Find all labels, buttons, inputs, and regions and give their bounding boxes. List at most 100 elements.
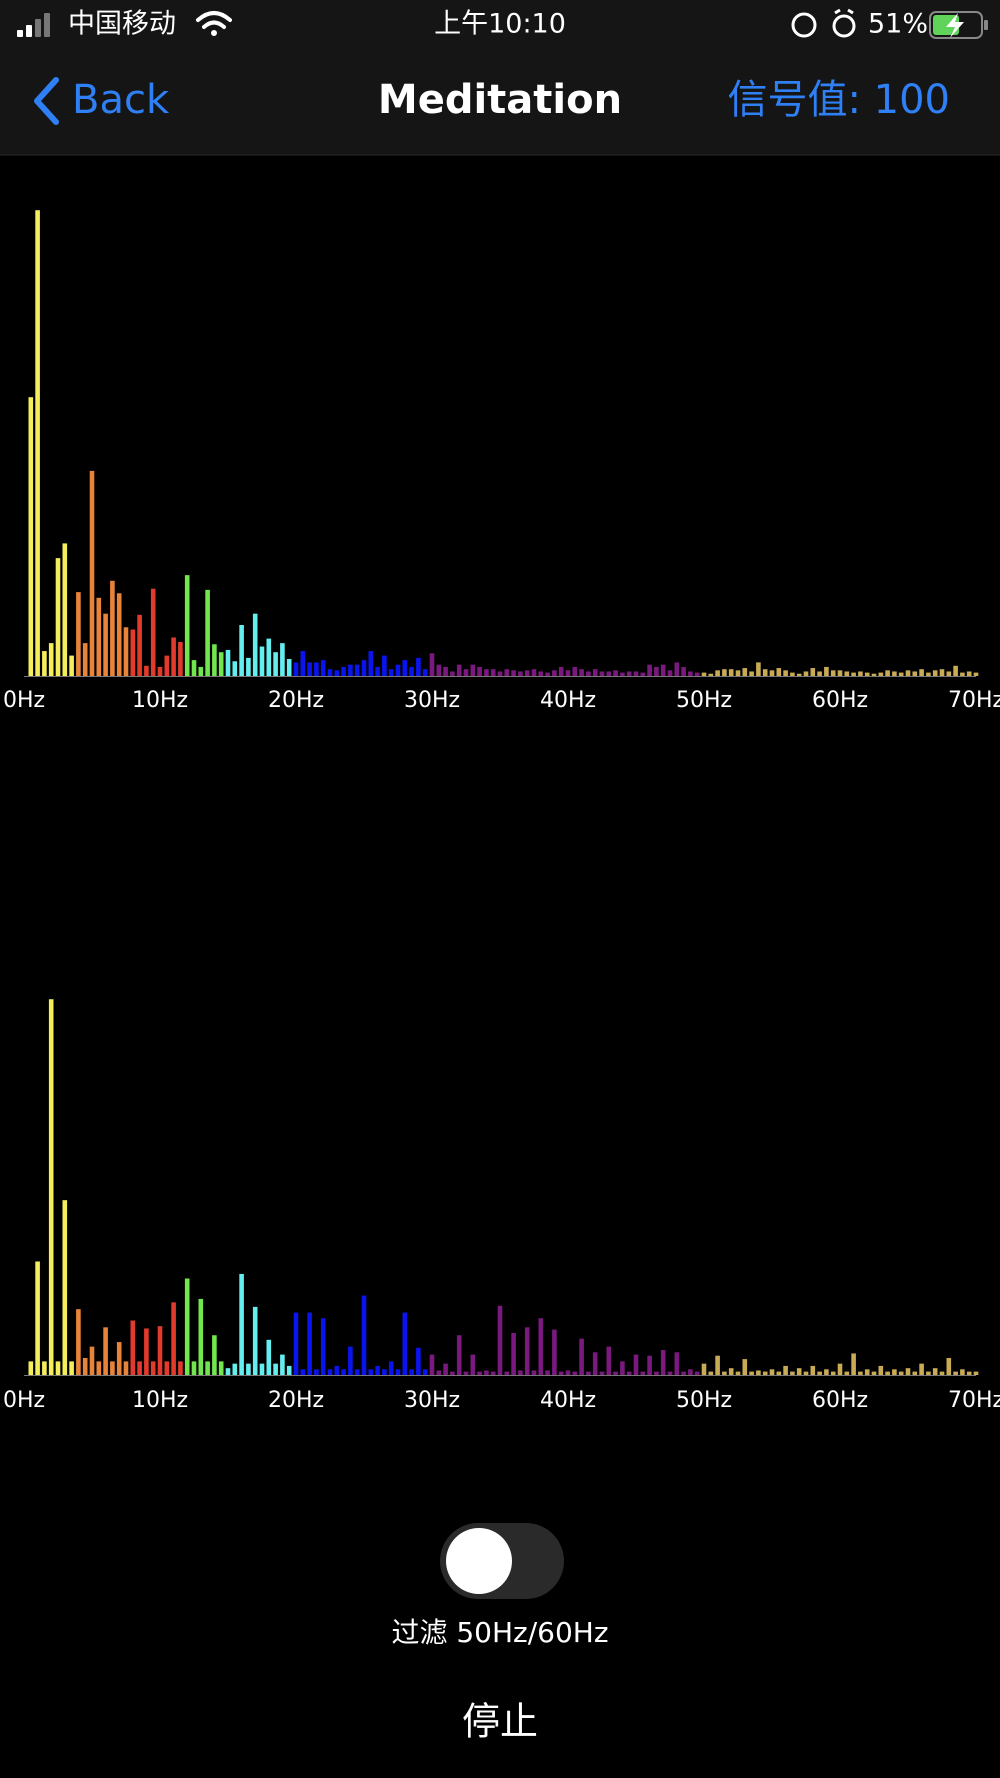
bar bbox=[48, 643, 54, 676]
bar bbox=[320, 1318, 326, 1375]
bar bbox=[171, 1302, 176, 1375]
bar bbox=[572, 666, 578, 676]
bar bbox=[756, 1370, 761, 1375]
x-tick-label: 0Hz bbox=[3, 688, 45, 713]
bar bbox=[361, 1295, 367, 1375]
bar bbox=[905, 670, 911, 676]
x-tick-label: 70Hz bbox=[948, 688, 1000, 713]
bar bbox=[898, 672, 904, 676]
bar bbox=[599, 1371, 605, 1375]
bar bbox=[266, 638, 272, 676]
bar bbox=[212, 644, 217, 676]
bar bbox=[436, 1370, 442, 1375]
bar bbox=[497, 671, 503, 676]
bar bbox=[327, 669, 333, 676]
bar bbox=[55, 1361, 61, 1375]
bar bbox=[837, 670, 843, 676]
bar bbox=[443, 1363, 448, 1375]
bar bbox=[783, 1365, 788, 1375]
x-tick-label: 50Hz bbox=[676, 688, 732, 713]
bar bbox=[565, 1370, 571, 1375]
bar bbox=[796, 673, 802, 676]
bar bbox=[89, 1346, 95, 1375]
bar bbox=[973, 1371, 979, 1375]
bar bbox=[416, 1347, 421, 1375]
bar bbox=[830, 1371, 836, 1375]
bar bbox=[470, 1354, 476, 1375]
bar bbox=[157, 666, 163, 676]
back-button[interactable]: Back bbox=[72, 77, 170, 123]
bar bbox=[640, 672, 646, 676]
bar bbox=[939, 1371, 945, 1375]
bar bbox=[334, 1365, 340, 1375]
bar bbox=[212, 1335, 217, 1375]
bar bbox=[198, 666, 204, 676]
bar bbox=[55, 558, 61, 676]
bar bbox=[150, 1361, 156, 1375]
bar bbox=[531, 669, 537, 676]
bar bbox=[878, 1365, 884, 1375]
bar bbox=[62, 543, 68, 676]
bar bbox=[191, 660, 197, 676]
bar bbox=[626, 1371, 632, 1375]
bar bbox=[749, 671, 754, 676]
bar bbox=[450, 1371, 455, 1375]
filter-label: 过滤 50Hz/60Hz bbox=[391, 1616, 608, 1649]
bar bbox=[762, 669, 768, 676]
bar bbox=[116, 593, 122, 676]
bar bbox=[667, 1371, 673, 1375]
bar bbox=[48, 999, 54, 1375]
bar bbox=[953, 665, 958, 676]
x-tick-label: 40Hz bbox=[540, 1388, 596, 1413]
bar bbox=[613, 670, 618, 676]
bar bbox=[742, 668, 748, 676]
bar bbox=[966, 671, 972, 676]
bar bbox=[769, 1369, 775, 1375]
bar bbox=[354, 664, 360, 676]
nav-title: Meditation bbox=[378, 77, 622, 123]
bar bbox=[375, 666, 380, 676]
bar bbox=[368, 651, 374, 676]
x-tick-label: 60Hz bbox=[812, 688, 868, 713]
bar bbox=[871, 673, 877, 676]
back-chevron[interactable] bbox=[34, 77, 59, 125]
stop-button[interactable]: 停止 bbox=[462, 1700, 538, 1744]
bar bbox=[660, 1350, 666, 1375]
bar bbox=[409, 1369, 414, 1375]
bar bbox=[96, 597, 102, 676]
signal-value: 信号值: 100 bbox=[727, 77, 950, 123]
x-tick-label: 30Hz bbox=[404, 688, 460, 713]
bar bbox=[592, 669, 598, 676]
bar bbox=[919, 1363, 924, 1375]
bar bbox=[728, 669, 734, 676]
bar bbox=[810, 668, 816, 676]
bar bbox=[518, 671, 523, 676]
bar bbox=[164, 1361, 170, 1375]
bar bbox=[817, 671, 822, 676]
bar bbox=[905, 1368, 911, 1375]
bar bbox=[660, 664, 666, 676]
bar bbox=[443, 666, 448, 676]
bar bbox=[728, 1368, 734, 1375]
bar bbox=[654, 1371, 659, 1375]
bar bbox=[123, 1361, 129, 1375]
bar bbox=[497, 1305, 503, 1375]
bar bbox=[844, 1371, 850, 1375]
bar bbox=[490, 669, 496, 676]
bar bbox=[259, 646, 265, 676]
bar bbox=[42, 1361, 47, 1375]
bar bbox=[844, 671, 850, 676]
bar bbox=[735, 1371, 741, 1375]
bar bbox=[144, 1328, 149, 1375]
bar bbox=[314, 662, 319, 676]
bar bbox=[198, 1298, 204, 1375]
bar bbox=[144, 665, 149, 676]
bar bbox=[382, 655, 387, 676]
bar bbox=[436, 664, 442, 676]
bar bbox=[280, 643, 285, 676]
bar bbox=[402, 1312, 408, 1375]
bar bbox=[205, 1361, 210, 1375]
bar bbox=[341, 666, 346, 676]
